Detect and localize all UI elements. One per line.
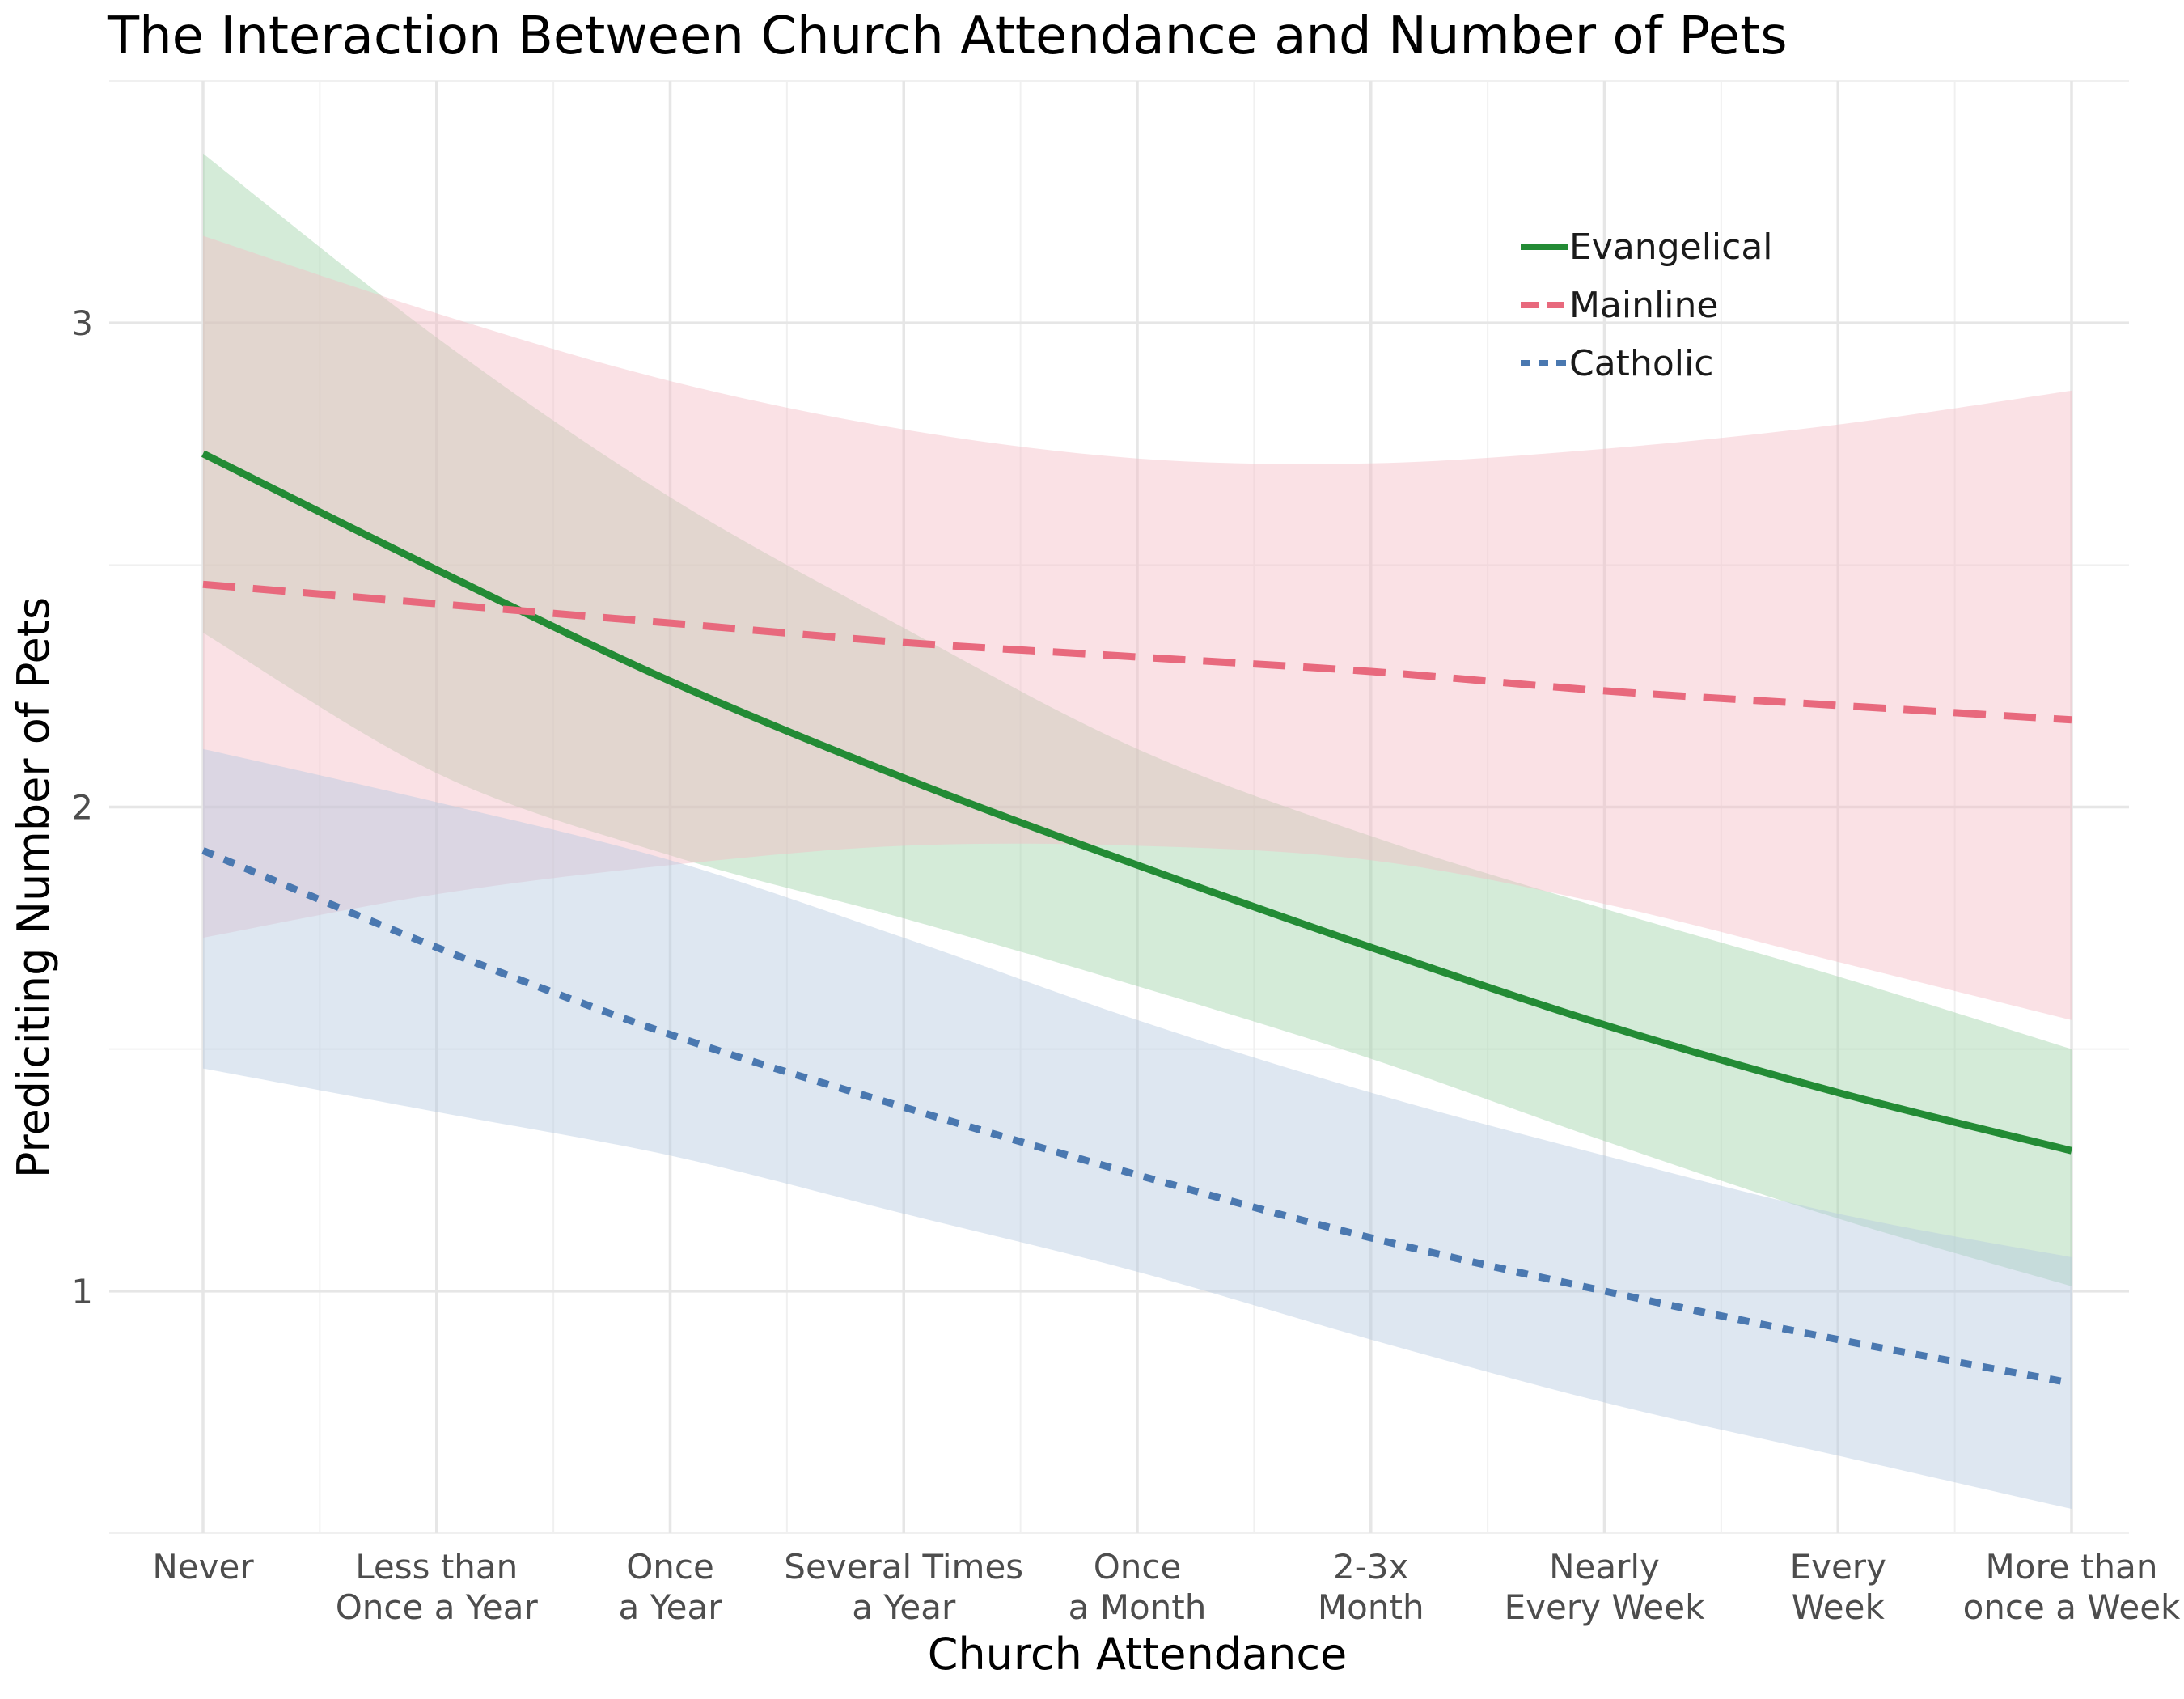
x-tick-label: Every Week (1505, 1587, 1705, 1627)
legend-label-mainline: Mainline (1569, 285, 1718, 326)
series-line-mainline (202, 580, 2072, 724)
y-tick-label: 3 (71, 303, 93, 343)
x-tick-label: Every (1790, 1547, 1886, 1587)
x-tick-label: Less than (355, 1547, 518, 1587)
legend: Evangelical Mainline Catholic (1521, 227, 1773, 384)
x-tick-label: Once (1094, 1547, 1182, 1587)
confidence-band-catholic (203, 748, 2072, 1510)
chart-title: The Interaction Between Church Attendanc… (107, 6, 1788, 66)
x-tick-label: More than (1986, 1547, 2158, 1587)
x-tick-label: a Month (1069, 1587, 1207, 1627)
x-axis-title: Church Attendance (928, 1629, 1348, 1680)
series-lines (201, 450, 2073, 1387)
y-tick-label: 1 (71, 1272, 93, 1311)
y-tick-label: 2 (71, 788, 93, 828)
x-tick-label: a Year (852, 1587, 956, 1627)
y-axis-ticks: 1 2 3 (71, 303, 93, 1311)
confidence-bands (203, 153, 2072, 1510)
x-tick-label: Week (1792, 1587, 1886, 1627)
x-tick-label: a Year (618, 1587, 722, 1627)
grid (109, 80, 2129, 1534)
series-line-catholic (201, 847, 2072, 1387)
y-axis-title: Prediciting Number of Pets (8, 597, 59, 1178)
x-tick-label: 2-3x (1333, 1547, 1408, 1587)
confidence-band-mainline (203, 235, 2072, 1020)
x-tick-label: Once (626, 1547, 714, 1587)
x-tick-label: Once a Year (336, 1587, 539, 1627)
confidence-band-evangelical (203, 153, 2072, 1286)
x-tick-label: Never (152, 1547, 254, 1587)
x-tick-label: Nearly (1549, 1547, 1660, 1587)
x-tick-label: Several Times (784, 1547, 1023, 1587)
legend-label-evangelical: Evangelical (1569, 227, 1773, 268)
x-tick-label: once a Week (1963, 1587, 2181, 1627)
legend-label-catholic: Catholic (1569, 343, 1713, 384)
x-tick-label: Month (1318, 1587, 1424, 1627)
series-line-evangelical (201, 450, 2073, 1155)
